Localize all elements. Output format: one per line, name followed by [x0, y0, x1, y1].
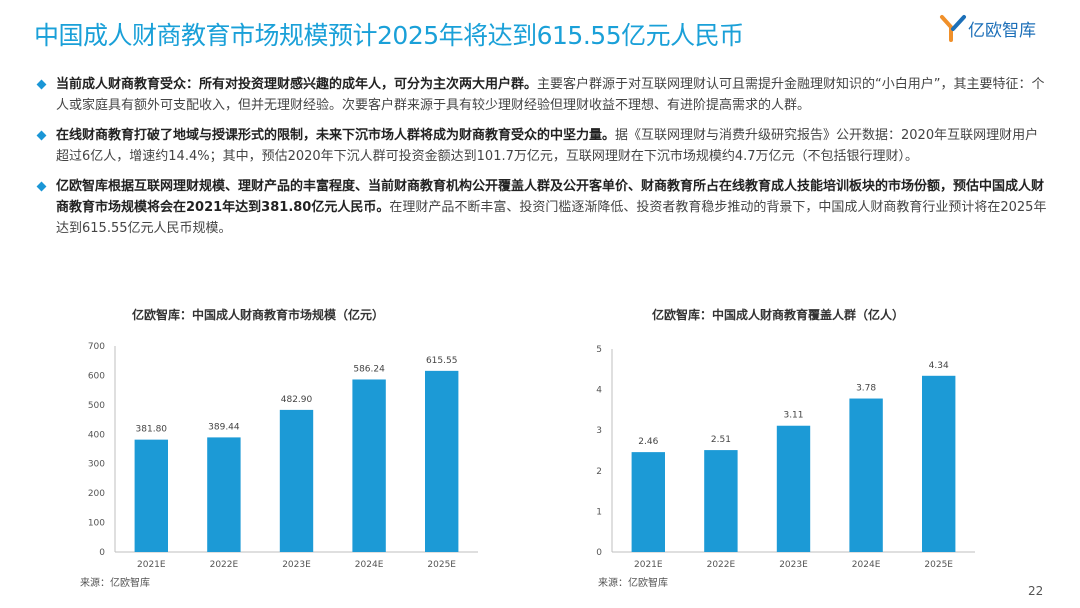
bullet-text: 据《互联网理财与消费升级研究报告》公开数据：2020年互联网理财用户超过6亿人，…	[56, 128, 1039, 164]
bar	[425, 370, 459, 552]
bullet-item: 在线财商教育打破了地域与授课形式的限制，未来下沉市场人群将成为财商教育受众的中坚…	[36, 125, 1050, 167]
y-tick-label: 100	[88, 519, 105, 529]
y-tick-label: 400	[88, 430, 105, 440]
bullet-text: 主要客户群源于对互联网理财认可且需提升金融理财知识的“小白用户”，其主要特征：个…	[56, 77, 1045, 113]
bullet-item: 亿欧智库根据互联网理财规模、理财产品的丰富程度、当前财商教育机构公开覆盖人群及公…	[36, 176, 1050, 239]
bullet-bold: 亿欧智库根据互联网理财规模、理财产品的丰富程度、当前财商教育机构公开覆盖人群及公…	[56, 179, 1045, 215]
bar-value-label: 482.90	[281, 395, 313, 405]
page-title: 中国成人财商教育市场规模预计2025年将达到615.55亿元人民币	[34, 21, 744, 50]
bar	[207, 437, 241, 552]
bullet-item: 当前成人财商教育受众：所有对投资理财感兴趣的成年人，可分为主次两大用户群。主要客…	[36, 74, 1050, 116]
bullet-list: 当前成人财商教育受众：所有对投资理财感兴趣的成年人，可分为主次两大用户群。主要客…	[36, 74, 1050, 248]
y-tick-label: 5	[596, 345, 602, 355]
y-tick-label: 2	[596, 467, 602, 477]
y-tick-label: 4	[596, 386, 602, 396]
bar-value-label: 2.46	[638, 437, 658, 447]
y-tick-label: 500	[88, 401, 105, 411]
x-tick-label: 2024E	[355, 560, 384, 570]
bar-value-label: 3.11	[783, 411, 803, 421]
yiou-logo-icon	[940, 15, 966, 42]
x-tick-label: 2024E	[852, 560, 881, 570]
chart-title-market-size: 亿欧智库：中国成人财商教育市场规模（亿元）	[132, 308, 385, 322]
page-number: 22	[1028, 584, 1044, 598]
chart-source-2: 来源：亿欧智库	[598, 578, 668, 589]
bar	[922, 375, 956, 552]
bar-value-label: 381.80	[136, 425, 168, 435]
y-tick-label: 700	[88, 342, 105, 352]
bar-value-label: 389.44	[208, 422, 240, 432]
bar	[279, 409, 314, 552]
y-tick-label: 200	[88, 489, 105, 499]
x-tick-label: 2023E	[282, 560, 311, 570]
x-tick-label: 2021E	[634, 560, 663, 570]
logo-text: 亿欧智库	[968, 20, 1036, 41]
x-tick-label: 2022E	[707, 560, 736, 570]
bar	[849, 398, 883, 552]
y-tick-label: 0	[596, 548, 602, 558]
bullet-text: 在理财产品不断丰富、投资门槛逐渐降低、投资者教育稳步推动的背景下，中国成人财商教…	[56, 200, 1047, 236]
y-tick-label: 300	[88, 460, 105, 470]
x-tick-label: 2023E	[779, 560, 808, 570]
x-tick-label: 2022E	[210, 560, 239, 570]
y-tick-label: 1	[596, 507, 602, 517]
bullet-bold: 当前成人财商教育受众：所有对投资理财感兴趣的成年人，可分为主次两大用户群。	[56, 77, 538, 92]
y-tick-label: 3	[596, 426, 602, 436]
bar	[776, 425, 811, 552]
chart-source-1: 来源：亿欧智库	[80, 578, 150, 589]
x-tick-label: 2025E	[924, 560, 953, 570]
bar-value-label: 586.24	[353, 364, 385, 374]
bar-value-label: 4.34	[929, 361, 949, 371]
y-tick-label: 600	[88, 371, 105, 381]
chart-title-coverage: 亿欧智库：中国成人财商教育覆盖人群（亿人）	[652, 308, 905, 322]
bar	[704, 450, 738, 552]
x-tick-label: 2021E	[137, 560, 166, 570]
y-tick-label: 0	[99, 548, 105, 558]
bar-value-label: 615.55	[426, 356, 458, 366]
bar	[631, 452, 665, 552]
bar-value-label: 3.78	[856, 384, 876, 394]
bar	[352, 379, 386, 552]
bullet-bold: 在线财商教育打破了地域与授课形式的限制，未来下沉市场人群将成为财商教育受众的中坚…	[56, 128, 616, 143]
bar-value-label: 2.51	[711, 435, 731, 445]
bar	[134, 439, 168, 552]
brand-logo: 亿欧智库	[940, 14, 1036, 42]
x-tick-label: 2025E	[427, 560, 456, 570]
